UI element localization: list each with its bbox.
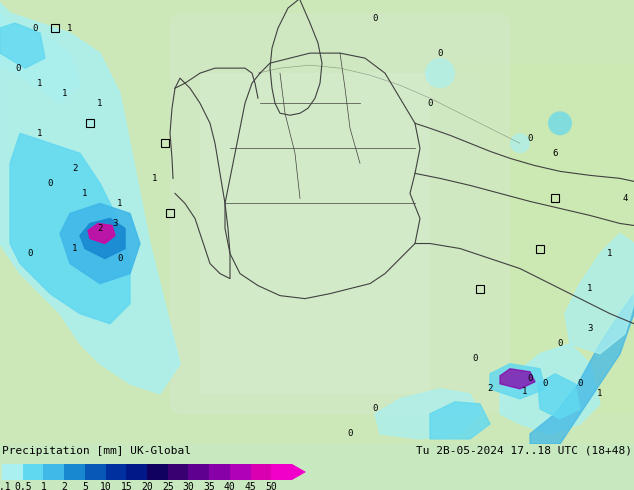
Polygon shape — [60, 203, 140, 284]
Bar — [551, 195, 559, 202]
Text: 0: 0 — [48, 179, 53, 188]
Polygon shape — [0, 13, 80, 103]
Bar — [250, 464, 271, 480]
Bar — [168, 464, 188, 480]
Text: 0: 0 — [557, 339, 563, 348]
Bar — [536, 245, 544, 252]
Text: 45: 45 — [245, 482, 256, 490]
FancyBboxPatch shape — [170, 13, 510, 414]
Polygon shape — [490, 364, 545, 399]
Text: 0: 0 — [15, 64, 21, 73]
Text: 0: 0 — [347, 429, 353, 439]
Text: 1: 1 — [587, 284, 593, 293]
Circle shape — [425, 58, 455, 88]
Polygon shape — [500, 343, 600, 434]
Text: 2: 2 — [72, 164, 78, 173]
Circle shape — [510, 133, 530, 153]
Polygon shape — [88, 223, 115, 244]
Text: 3: 3 — [112, 219, 118, 228]
Bar — [2, 464, 23, 480]
Text: 50: 50 — [266, 482, 277, 490]
Text: 0: 0 — [437, 49, 443, 58]
Text: Precipitation [mm] UK-Global: Precipitation [mm] UK-Global — [2, 446, 191, 456]
Polygon shape — [10, 133, 130, 324]
Polygon shape — [375, 389, 480, 439]
Text: 35: 35 — [204, 482, 215, 490]
Polygon shape — [80, 219, 125, 259]
Bar — [64, 464, 85, 480]
Text: 4: 4 — [623, 194, 628, 203]
Text: 10: 10 — [100, 482, 112, 490]
Text: 40: 40 — [224, 482, 236, 490]
Text: 1: 1 — [607, 249, 612, 258]
Polygon shape — [430, 402, 490, 439]
Text: 1: 1 — [37, 79, 42, 88]
Bar — [23, 464, 43, 480]
Text: 1: 1 — [37, 129, 42, 138]
Text: 1: 1 — [597, 390, 603, 398]
Text: 20: 20 — [141, 482, 153, 490]
Text: 1: 1 — [72, 244, 78, 253]
Text: 0: 0 — [472, 354, 477, 363]
Text: Tu 2B-05-2024 17..18 UTC (18+48): Tu 2B-05-2024 17..18 UTC (18+48) — [416, 446, 632, 456]
Text: 30: 30 — [183, 482, 194, 490]
Text: 3: 3 — [587, 324, 593, 333]
Bar — [106, 464, 126, 480]
Text: 2: 2 — [97, 224, 103, 233]
Text: 15: 15 — [120, 482, 132, 490]
Polygon shape — [500, 369, 535, 389]
Text: 0: 0 — [427, 98, 432, 108]
Bar — [43, 464, 64, 480]
Bar — [147, 464, 168, 480]
Bar — [230, 464, 250, 480]
Text: 2: 2 — [61, 482, 67, 490]
Bar — [209, 464, 230, 480]
Text: 1: 1 — [62, 89, 68, 98]
Text: 1: 1 — [97, 98, 103, 108]
Polygon shape — [530, 294, 634, 444]
Bar — [430, 63, 634, 414]
Bar — [188, 464, 209, 480]
Bar — [166, 209, 174, 218]
Bar — [200, 73, 480, 394]
Bar — [51, 24, 59, 32]
Bar — [161, 139, 169, 147]
Polygon shape — [565, 234, 634, 354]
Text: 1: 1 — [82, 189, 87, 198]
Text: 1: 1 — [152, 174, 158, 183]
Text: 1: 1 — [67, 24, 73, 32]
Text: 1: 1 — [41, 482, 46, 490]
Bar — [126, 464, 147, 480]
Text: 0: 0 — [542, 379, 548, 388]
Circle shape — [548, 111, 572, 135]
Text: 5: 5 — [82, 482, 87, 490]
Text: 2: 2 — [488, 384, 493, 393]
Text: 0: 0 — [527, 374, 533, 383]
Text: 0: 0 — [578, 379, 583, 388]
Text: 0: 0 — [27, 249, 33, 258]
Text: 1: 1 — [522, 387, 527, 396]
Text: 0.1: 0.1 — [0, 482, 11, 490]
Text: 1: 1 — [117, 199, 123, 208]
Polygon shape — [0, 23, 45, 68]
Text: 0: 0 — [527, 134, 533, 143]
Bar — [86, 119, 94, 127]
Text: 6: 6 — [552, 149, 558, 158]
Text: 0: 0 — [372, 404, 378, 414]
Polygon shape — [538, 374, 580, 419]
Bar — [476, 285, 484, 293]
Polygon shape — [0, 3, 180, 394]
Text: 0: 0 — [117, 254, 123, 263]
Polygon shape — [292, 464, 306, 480]
Text: 25: 25 — [162, 482, 174, 490]
Text: 0.5: 0.5 — [14, 482, 32, 490]
Text: 0: 0 — [32, 24, 37, 32]
Bar — [271, 464, 292, 480]
Text: 0: 0 — [372, 14, 378, 23]
Bar — [85, 464, 106, 480]
